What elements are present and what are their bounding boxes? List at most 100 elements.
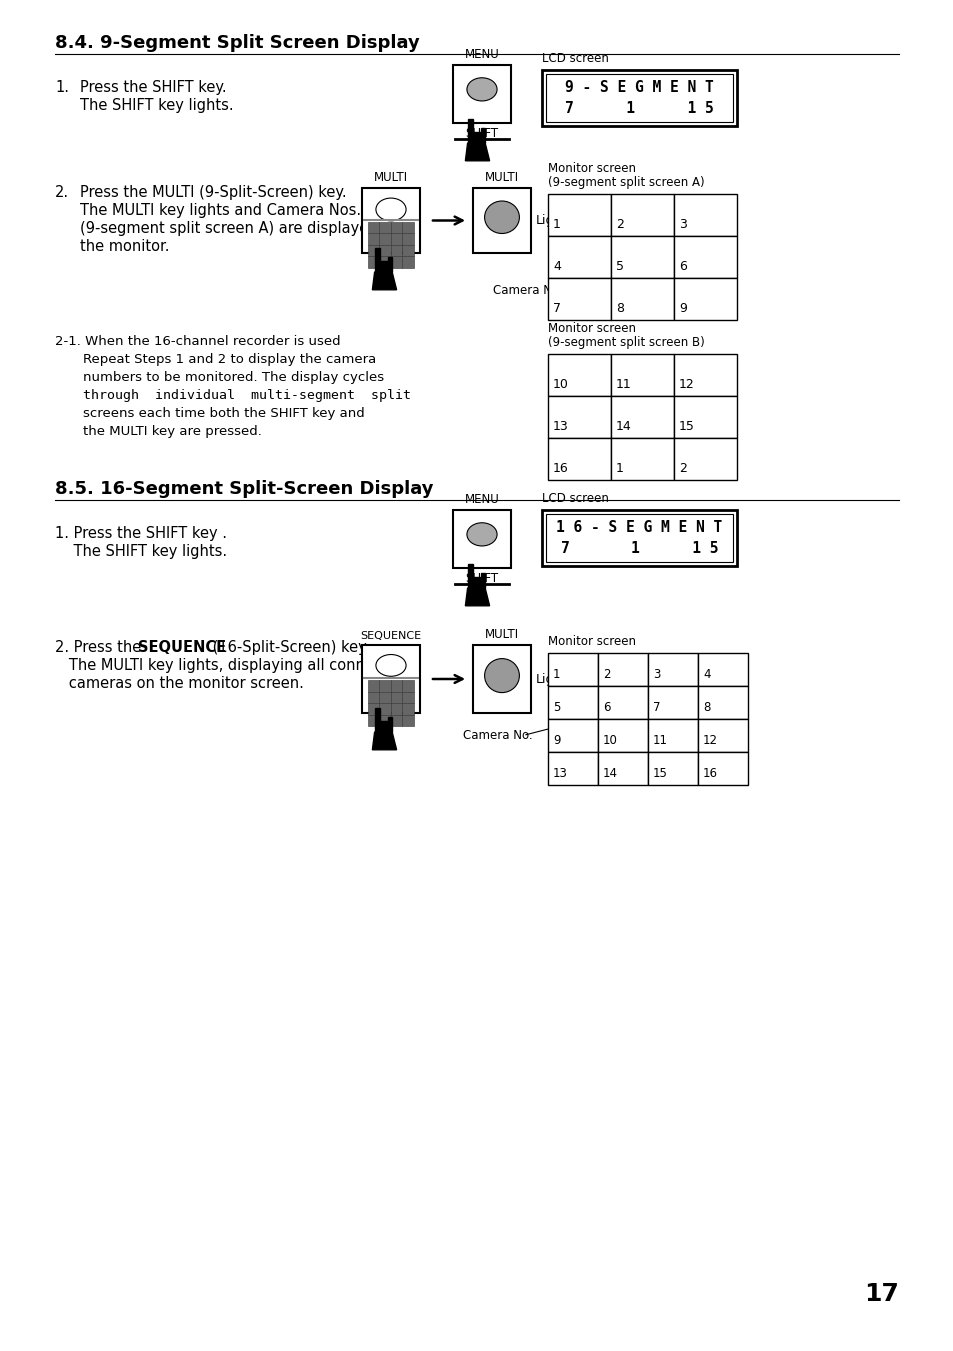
- Text: Monitor screen: Monitor screen: [547, 635, 636, 648]
- Text: Lights: Lights: [536, 213, 573, 227]
- Bar: [598, 653, 647, 686]
- Text: 14: 14: [616, 420, 631, 434]
- Text: 3: 3: [652, 667, 659, 681]
- Bar: [610, 236, 673, 278]
- Bar: [673, 236, 737, 278]
- Ellipse shape: [466, 523, 497, 546]
- Bar: [368, 257, 379, 267]
- Bar: [368, 234, 379, 245]
- Text: 7: 7: [652, 701, 659, 713]
- Text: SEQUENCE: SEQUENCE: [138, 640, 226, 655]
- Text: 7       1      1 5: 7 1 1 5: [560, 540, 718, 555]
- Text: Monitor screen: Monitor screen: [547, 322, 636, 335]
- Text: 8.5. 16-Segment Split-Screen Display: 8.5. 16-Segment Split-Screen Display: [55, 480, 433, 499]
- Text: 16: 16: [702, 767, 718, 780]
- Bar: [402, 715, 414, 727]
- Ellipse shape: [375, 654, 406, 677]
- Text: 1 6 - S E G M E N T: 1 6 - S E G M E N T: [556, 520, 721, 535]
- Text: 2-1. When the 16-channel recorder is used: 2-1. When the 16-channel recorder is use…: [55, 335, 340, 349]
- Bar: [698, 653, 747, 686]
- Bar: [391, 257, 402, 267]
- Bar: [402, 257, 414, 267]
- Text: 1: 1: [553, 667, 560, 681]
- Bar: [673, 396, 737, 438]
- Bar: [391, 222, 402, 234]
- Bar: [547, 753, 598, 785]
- Text: through  individual  multi-segment  split: through individual multi-segment split: [83, 389, 411, 403]
- Text: 13: 13: [553, 420, 568, 434]
- Polygon shape: [467, 563, 485, 588]
- Bar: [541, 70, 737, 126]
- Bar: [391, 245, 402, 257]
- Text: MENU: MENU: [464, 493, 498, 507]
- Polygon shape: [465, 588, 489, 605]
- Text: 8.4. 9-Segment Split Screen Display: 8.4. 9-Segment Split Screen Display: [55, 34, 419, 51]
- Bar: [368, 245, 379, 257]
- Bar: [379, 257, 391, 267]
- Text: 15: 15: [679, 420, 694, 434]
- Bar: [379, 704, 391, 715]
- Bar: [698, 753, 747, 785]
- Ellipse shape: [484, 201, 518, 234]
- Polygon shape: [372, 272, 396, 290]
- Text: 12: 12: [702, 734, 718, 747]
- Bar: [545, 74, 732, 122]
- Text: 6: 6: [602, 701, 610, 713]
- Text: screens each time both the SHIFT key and: screens each time both the SHIFT key and: [83, 407, 364, 420]
- Text: MENU: MENU: [464, 49, 498, 61]
- Bar: [391, 692, 402, 704]
- Bar: [541, 509, 737, 566]
- Bar: [698, 719, 747, 753]
- Bar: [379, 692, 391, 704]
- Bar: [391, 681, 402, 692]
- Bar: [673, 354, 737, 396]
- Bar: [368, 715, 379, 727]
- Text: LCD screen: LCD screen: [541, 51, 608, 65]
- Bar: [379, 245, 391, 257]
- Bar: [610, 278, 673, 320]
- Bar: [402, 234, 414, 245]
- Bar: [547, 236, 610, 278]
- Text: 12: 12: [679, 378, 694, 390]
- Text: Press the SHIFT key.: Press the SHIFT key.: [80, 80, 227, 95]
- Bar: [598, 719, 647, 753]
- Bar: [610, 195, 673, 236]
- Text: 2: 2: [679, 462, 686, 476]
- Text: 14: 14: [602, 767, 618, 780]
- Text: MULTI: MULTI: [484, 172, 518, 184]
- Text: (9-segment split screen A) are displayed on: (9-segment split screen A) are displayed…: [80, 222, 400, 236]
- Bar: [391, 704, 402, 715]
- Bar: [547, 396, 610, 438]
- Bar: [698, 686, 747, 719]
- Bar: [673, 195, 737, 236]
- FancyBboxPatch shape: [473, 644, 531, 713]
- Text: SEQUENCE: SEQUENCE: [360, 631, 421, 640]
- Text: 1. Press the SHIFT key .: 1. Press the SHIFT key .: [55, 526, 227, 540]
- Text: 2: 2: [616, 218, 623, 231]
- Text: 1: 1: [553, 218, 560, 231]
- Bar: [368, 692, 379, 704]
- Bar: [547, 653, 598, 686]
- Text: Press the MULTI (9-Split-Screen) key.: Press the MULTI (9-Split-Screen) key.: [80, 185, 346, 200]
- Bar: [379, 715, 391, 727]
- Bar: [647, 753, 698, 785]
- Text: 9: 9: [553, 734, 560, 747]
- Text: The SHIFT key lights.: The SHIFT key lights.: [80, 99, 233, 113]
- Text: Repeat Steps 1 and 2 to display the camera: Repeat Steps 1 and 2 to display the came…: [83, 353, 375, 366]
- Text: (9-segment split screen A): (9-segment split screen A): [547, 176, 704, 189]
- FancyBboxPatch shape: [473, 188, 531, 253]
- Ellipse shape: [466, 78, 497, 101]
- Text: 15: 15: [652, 767, 667, 780]
- Bar: [402, 692, 414, 704]
- Text: 3: 3: [679, 218, 686, 231]
- Text: 4: 4: [553, 259, 560, 273]
- Polygon shape: [375, 708, 392, 732]
- Text: 10: 10: [553, 378, 568, 390]
- Text: (9-segment split screen B): (9-segment split screen B): [547, 336, 704, 349]
- Text: 9 - S E G M E N T: 9 - S E G M E N T: [564, 81, 713, 96]
- Bar: [402, 222, 414, 234]
- Text: 10: 10: [602, 734, 618, 747]
- Text: 2. Press the: 2. Press the: [55, 640, 146, 655]
- Bar: [545, 513, 732, 562]
- Bar: [379, 681, 391, 692]
